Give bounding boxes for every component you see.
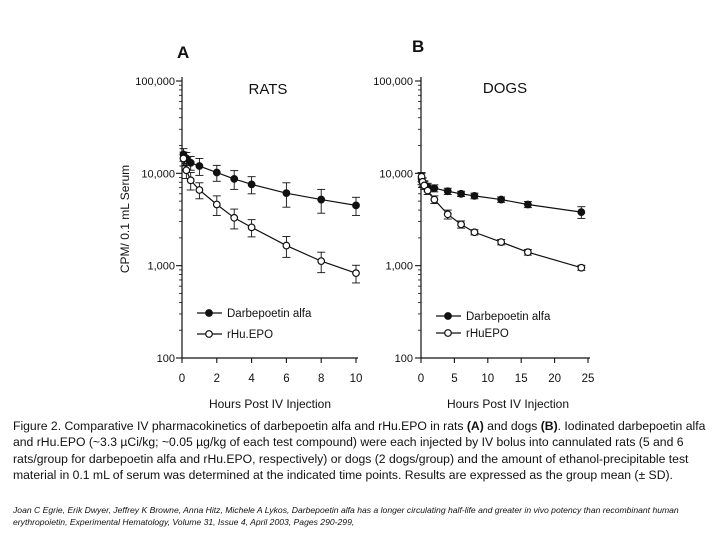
chart-panel-b: B DOGS 100 1,000 10,000 100,000 0 5 10 15 20 25 Hour…	[373, 37, 594, 411]
legend: Darbepoetin alfa rHuEPO	[436, 311, 551, 340]
legend-marker	[205, 330, 213, 338]
data-point	[577, 263, 586, 272]
y-tick-label: 100	[395, 353, 413, 365]
data-point	[179, 154, 188, 163]
legend-label: Darbepoetin alfa	[466, 311, 551, 323]
data-point	[282, 189, 291, 198]
caption-prefix: Figure 2. Comparative IV pharmacokinetic…	[13, 419, 467, 433]
x-tick-label: 10	[350, 373, 363, 385]
x-tick-label: 10	[481, 373, 494, 385]
x-tick-label: 20	[548, 373, 561, 385]
data-point	[523, 200, 532, 209]
panel-title: DOGS	[483, 80, 527, 97]
data-point	[212, 200, 221, 209]
y-axis-label: CPM/ 0.1 mL Serum	[118, 165, 132, 273]
series-line	[420, 178, 582, 213]
series-rhuepo	[417, 172, 586, 272]
x-tick-label: 15	[515, 373, 528, 385]
data-point	[352, 269, 360, 278]
legend-label: rHu.EPO	[227, 329, 273, 341]
data-point	[195, 162, 204, 170]
series-rhuepo	[179, 151, 360, 284]
legend-label: Darbepoetin alfa	[227, 308, 312, 320]
data-point	[247, 223, 256, 232]
legend: Darbepoetin alfa rHu.EPO	[197, 308, 312, 341]
x-tick-label: 6	[283, 373, 289, 385]
caption-panel-b-ref: (B)	[540, 419, 558, 433]
data-point	[186, 176, 195, 185]
panel-title: RATS	[249, 81, 288, 98]
x-tick-label: 0	[179, 373, 185, 385]
series-darbepoetin	[179, 148, 360, 216]
data-point	[317, 195, 326, 204]
series-darbepoetin	[417, 172, 586, 219]
x-tick-label: 0	[418, 373, 424, 385]
panel-letter: A	[177, 43, 189, 62]
caption-panel-a-ref: (A)	[466, 419, 484, 433]
data-point	[423, 186, 432, 195]
caption-rest: . Iodinated darbepoetin alfa and rHu.EPO…	[13, 419, 706, 483]
data-point	[317, 257, 326, 266]
x-tick-label: 25	[582, 373, 595, 385]
y-tick-label: 1,000	[385, 261, 413, 273]
data-point	[352, 201, 360, 210]
series-line	[182, 158, 357, 274]
data-point	[282, 241, 291, 250]
data-point	[186, 158, 195, 167]
x-tick-label: 2	[214, 373, 220, 385]
data-point	[443, 210, 452, 219]
data-point	[195, 186, 204, 194]
y-tick-label: 100,000	[135, 76, 175, 88]
chart-panel-a: A RATS 100 1,000 10,000 100,000 0 2 4 6 8 10 Hours P…	[135, 43, 362, 411]
data-point	[443, 187, 452, 196]
data-point	[182, 166, 191, 175]
legend-marker	[444, 329, 452, 337]
x-tick-label: 8	[318, 373, 324, 385]
x-tick-label: 4	[248, 373, 255, 385]
figure-canvas: CPM/ 0.1 mL SerumARATS1001,00010,000100,…	[118, 37, 594, 411]
y-tick-label: 1,000	[147, 261, 175, 273]
data-point	[497, 195, 506, 204]
data-point	[430, 184, 439, 193]
data-point	[230, 175, 239, 183]
figure-caption: Figure 2. Comparative IV pharmacokinetic…	[13, 418, 713, 484]
data-point	[212, 168, 221, 177]
y-tick-label: 100	[157, 353, 175, 365]
legend-marker	[205, 309, 213, 317]
data-point	[247, 180, 256, 189]
legend-label: rHuEPO	[466, 328, 509, 340]
data-point	[430, 195, 439, 204]
x-tick-label: 5	[451, 373, 457, 385]
y-tick-label: 10,000	[379, 168, 413, 180]
data-point	[523, 248, 532, 257]
caption-mid: and dogs	[483, 419, 541, 433]
data-point	[470, 228, 479, 237]
data-point	[577, 208, 586, 217]
data-point	[470, 191, 479, 200]
panel-letter: B	[412, 37, 424, 56]
data-point	[457, 220, 465, 229]
y-tick-label: 10,000	[141, 168, 175, 180]
citation: Joan C Egrie, Erik Dwyer, Jeffrey K Brow…	[13, 505, 679, 527]
data-point	[230, 213, 239, 222]
legend-marker	[444, 312, 452, 320]
x-axis-label: Hours Post IV Injection	[209, 397, 331, 411]
y-tick-label: 100,000	[373, 76, 413, 88]
data-point	[497, 238, 506, 246]
data-point	[457, 189, 465, 198]
x-axis-label: Hours Post IV Injection	[447, 397, 569, 411]
